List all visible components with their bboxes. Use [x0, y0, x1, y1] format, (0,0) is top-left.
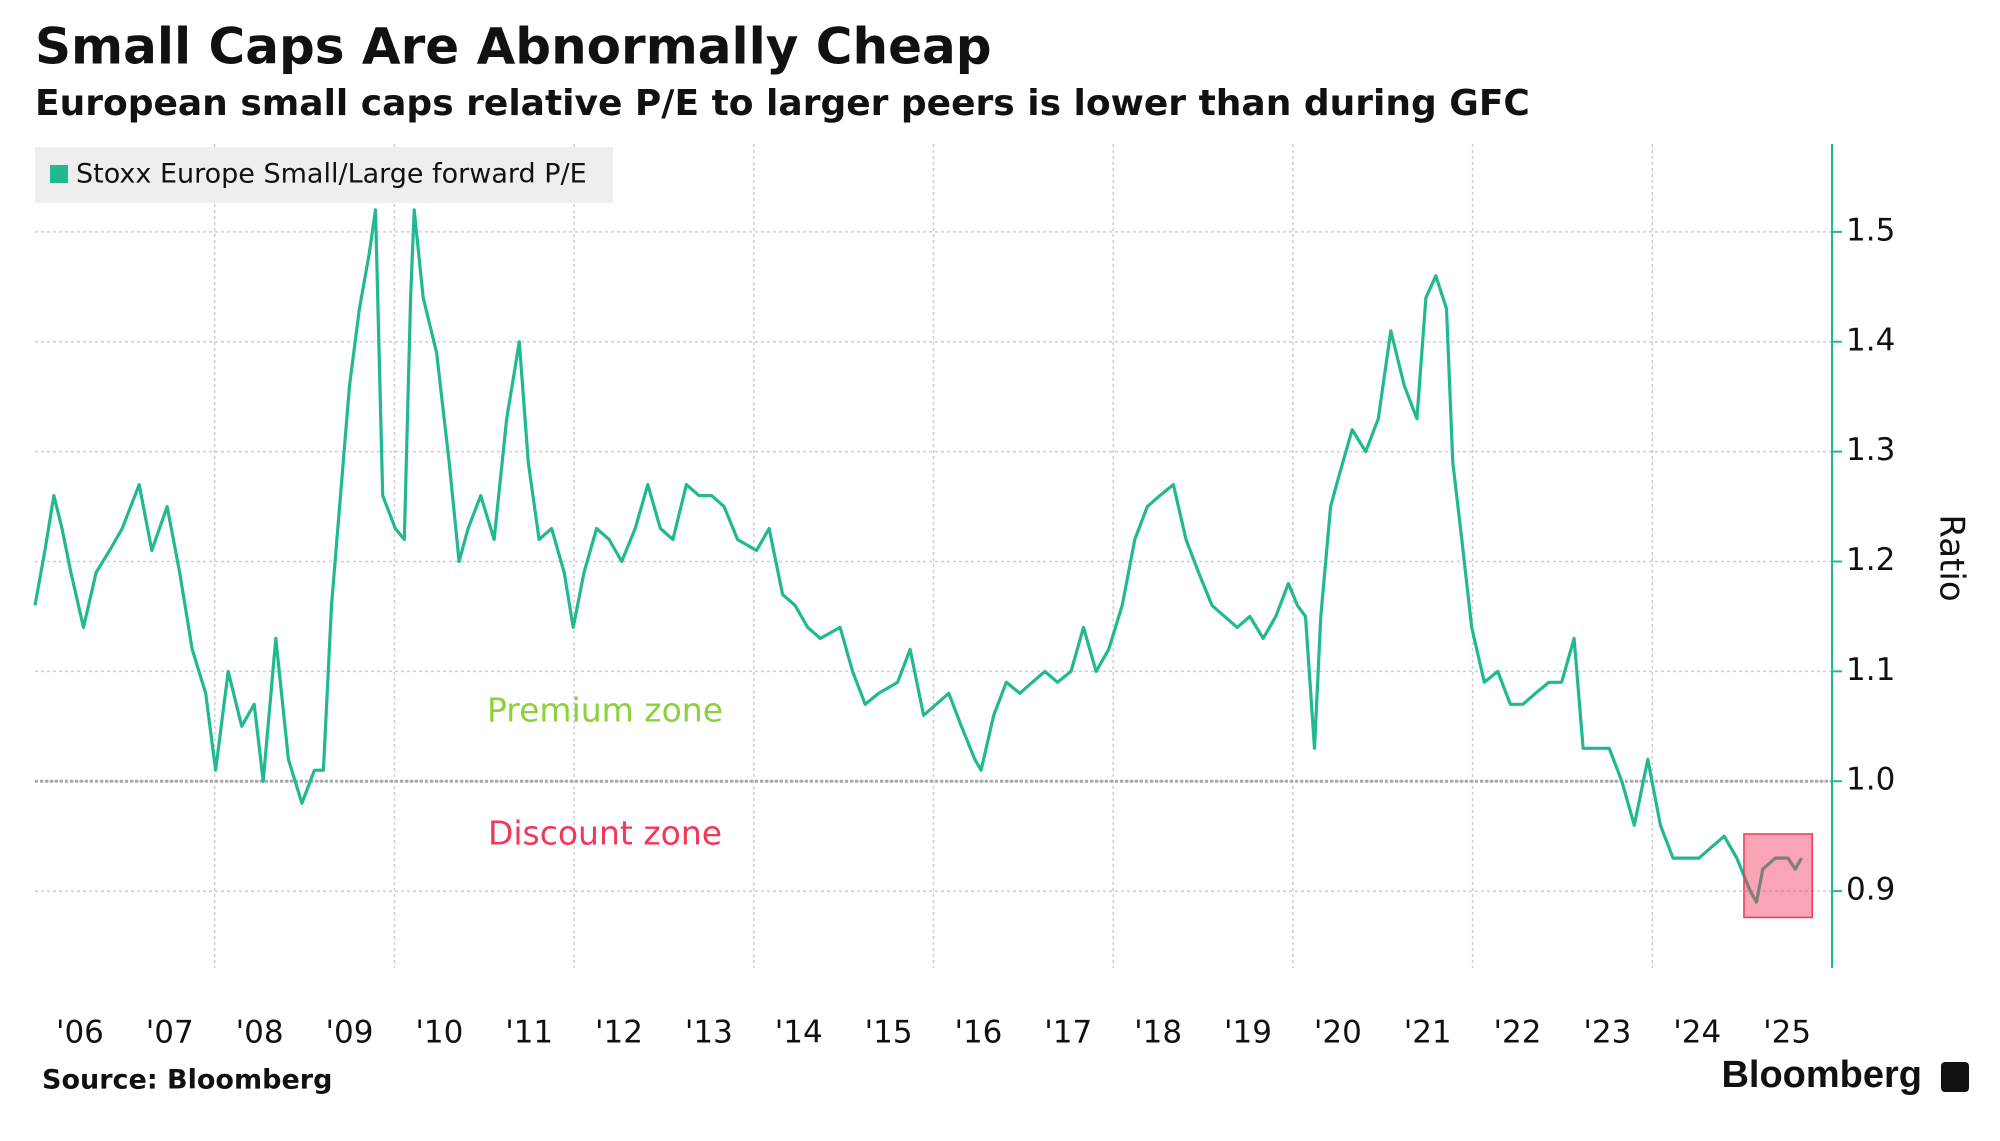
x-tick-label: '09 [325, 1015, 373, 1051]
y-tick-label: 1.3 [1846, 432, 1895, 468]
x-tick-label: '23 [1583, 1015, 1631, 1051]
x-tick-label: '22 [1494, 1015, 1542, 1051]
x-tick-label: '12 [595, 1015, 643, 1051]
legend-swatch [50, 165, 68, 183]
brand: Bloomberg [1721, 1054, 1922, 1096]
y-tick-label: 1.4 [1846, 322, 1895, 358]
chart-subtitle: European small caps relative P/E to larg… [35, 83, 1530, 124]
x-tick-label: '07 [146, 1015, 194, 1051]
annotation: Premium zone [487, 691, 723, 730]
y-tick-label: 1.0 [1846, 762, 1895, 798]
x-tick-label: '19 [1224, 1015, 1272, 1051]
x-tick-label: '21 [1404, 1015, 1452, 1051]
line [33, 208, 1803, 904]
x-tick-label: '06 [56, 1015, 104, 1051]
x-tick-label: '10 [415, 1015, 463, 1051]
chart-title: Small Caps Are Abnormally Cheap [35, 18, 992, 76]
legend-label: Stoxx Europe Small/Large forward P/E [76, 159, 587, 190]
x-tick-label: '13 [685, 1015, 733, 1051]
x-tick-label: '25 [1763, 1015, 1811, 1051]
y-tick-label: 0.9 [1846, 872, 1895, 908]
x-tick-label: '18 [1134, 1015, 1182, 1051]
source: Source: Bloomberg [42, 1065, 332, 1096]
x-tick-label: '14 [775, 1015, 823, 1051]
annotation: Discount zone [488, 814, 722, 853]
x-tick-label: '17 [1044, 1015, 1092, 1051]
y-axis-label: Ratio [1932, 514, 1972, 601]
x-tick-label: '08 [236, 1015, 284, 1051]
y-tick-label: 1.5 [1846, 212, 1895, 248]
legend-box [35, 147, 613, 203]
x-tick-label: '24 [1673, 1015, 1721, 1051]
brand-logo [1941, 1062, 1969, 1092]
x-tick-label: '15 [865, 1015, 913, 1051]
x-tick-label: '11 [505, 1015, 553, 1051]
x-tick-label: '20 [1314, 1015, 1362, 1051]
y-tick-label: 1.2 [1846, 542, 1895, 578]
x-tick-label: '16 [954, 1015, 1002, 1051]
highlight-box [1743, 833, 1813, 919]
y-tick-label: 1.1 [1846, 652, 1895, 688]
